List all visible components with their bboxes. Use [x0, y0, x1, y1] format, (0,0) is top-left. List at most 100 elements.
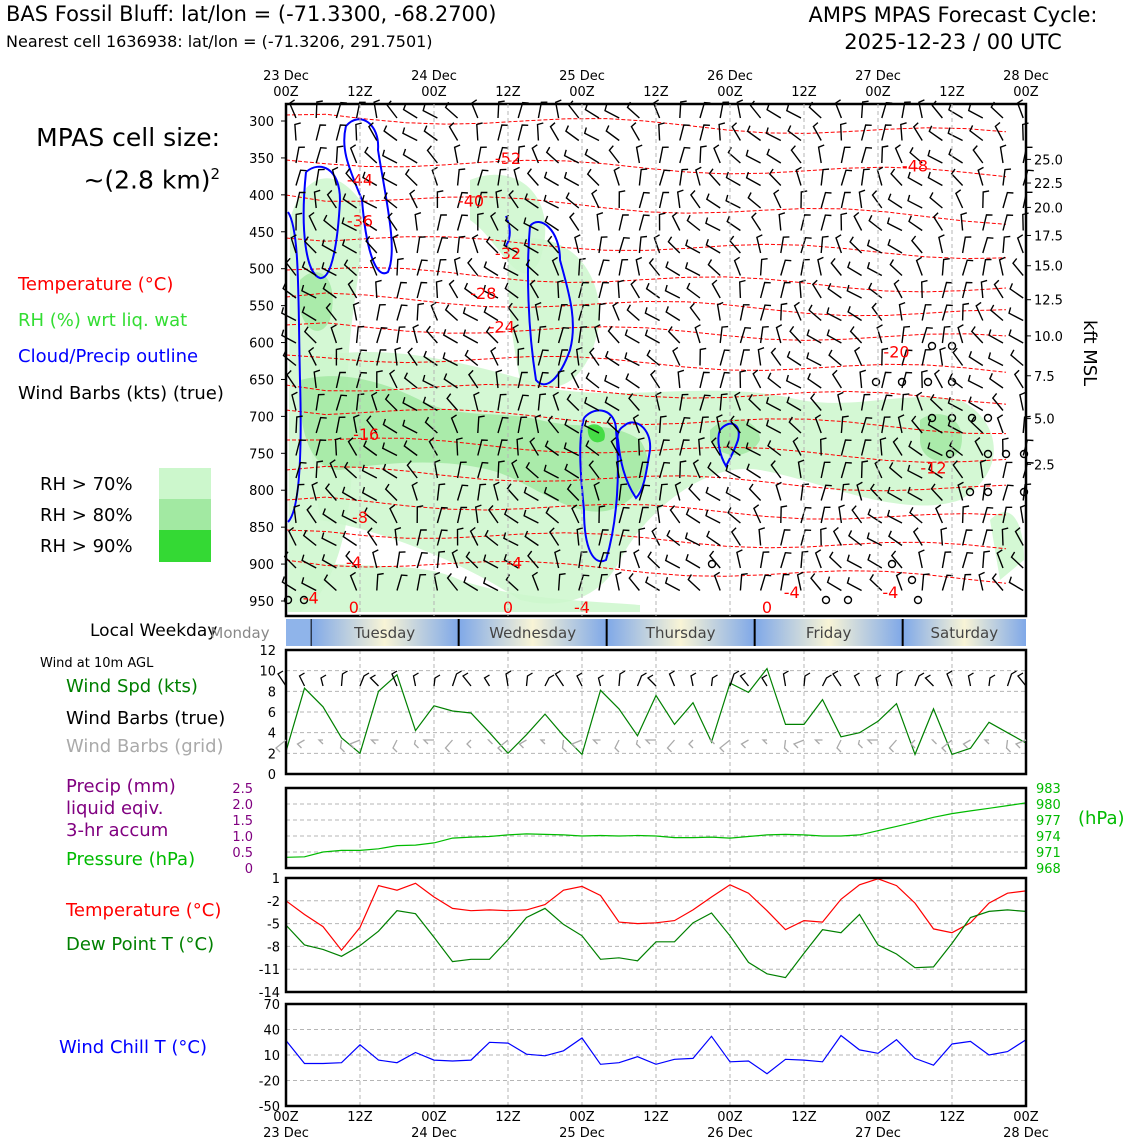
wind-barb: [598, 281, 609, 299]
wind-barb: [676, 189, 684, 209]
wind-barb: [961, 573, 972, 591]
wind-barb: [598, 259, 610, 276]
wind-barb: [534, 301, 542, 321]
wind-barb-true: [298, 672, 306, 687]
wind-barb: [941, 281, 953, 299]
wind-barb: [987, 352, 1004, 367]
wind-barb: [705, 193, 721, 209]
wind-barb: [330, 324, 338, 344]
wind-barb: [718, 122, 726, 141]
wind-barb-true: [875, 674, 882, 687]
wind-barb: [766, 148, 782, 164]
wind-barb: [436, 529, 448, 546]
wind-barb: [826, 307, 842, 322]
wind-barb: [442, 352, 458, 367]
wind-barb: [768, 168, 782, 186]
wind-barb: [584, 148, 600, 164]
wind-barb: [583, 419, 600, 434]
wind-barb-grid: [296, 739, 305, 749]
calm-wind-marker: [913, 595, 923, 605]
pressure-level-tick: 800: [249, 484, 274, 499]
wind-barb: [767, 440, 782, 457]
wind-barb: [549, 122, 560, 141]
wind-barb: [828, 551, 842, 569]
wind-barb: [564, 418, 580, 434]
wind-barb: [322, 282, 337, 299]
weekday-label: Thursday: [645, 624, 716, 642]
temperature-contour-label: -4: [346, 553, 362, 572]
wind-barbs-true-label: Wind Barbs (true): [66, 708, 226, 729]
wind-barb: [355, 393, 365, 411]
wind-barb-true: [597, 674, 604, 687]
wind-barb: [497, 100, 505, 119]
wind-barb: [860, 168, 870, 186]
wind-barb: [840, 169, 853, 186]
wind-barb: [403, 372, 418, 389]
wind-barb: [362, 215, 378, 232]
wind-barb: [396, 257, 404, 276]
wind-barb: [1010, 349, 1024, 367]
wind-barb-grid: [1005, 739, 1011, 753]
wind-barb: [436, 506, 448, 524]
top-minor-label: 12Z: [939, 85, 965, 100]
wind-barb: [473, 391, 480, 411]
wind-barb: [705, 238, 721, 254]
wind-barb: [488, 505, 499, 524]
wind-barb-grid: [614, 739, 620, 753]
dewpoint-label: Dew Point T (°C): [66, 934, 215, 955]
top-hour-label: 00Z: [1013, 85, 1039, 100]
wind-barb: [453, 256, 461, 276]
wind-barb-grid: [348, 739, 361, 749]
wind-barb: [361, 464, 378, 479]
wind-barb: [436, 259, 447, 276]
wind-barb: [293, 504, 301, 524]
wind-barb: [608, 145, 620, 164]
wind-barb-grid: [369, 739, 379, 745]
wind-barb: [907, 171, 923, 187]
wind-barb: [645, 576, 660, 592]
wind-barb: [949, 372, 964, 389]
temperature-contour: [285, 322, 1007, 341]
wind-barb: [381, 149, 398, 164]
forecast-cycle-value: 2025-12-23 / 00 UTC: [844, 30, 1062, 54]
wind-barb: [295, 212, 303, 231]
wind-barb: [644, 307, 660, 322]
wind-barb: [699, 347, 707, 366]
wind-barb: [536, 122, 544, 141]
wind-barb: [679, 168, 689, 186]
wind-barb: [493, 481, 500, 501]
wind-barb: [820, 506, 831, 524]
wind-barb: [469, 526, 479, 546]
wind-barb: [1002, 235, 1011, 254]
wind-barb: [881, 416, 891, 434]
cloud-outline: [302, 165, 342, 279]
wind-barb: [497, 124, 508, 141]
wind-barb: [470, 99, 479, 119]
wind-barb: [887, 486, 903, 502]
wind-barb: [897, 414, 905, 434]
wind-barb: [568, 100, 580, 119]
temperature-contour-label: -48: [902, 156, 928, 175]
wind-barb: [867, 553, 883, 569]
precip-tick-label: 0: [245, 862, 253, 877]
cloud-outline: [616, 421, 652, 500]
wind-barb: [834, 99, 843, 119]
wind-barb: [450, 414, 459, 434]
wind-barb: [759, 574, 772, 591]
wind-barb: [658, 483, 668, 501]
weekday-band: [458, 619, 607, 646]
wind-barb: [373, 99, 380, 119]
wind-barb: [442, 329, 458, 344]
wind-barb-grid: [836, 739, 842, 753]
pressure-level-tick: 350: [249, 152, 274, 167]
chart-title-right: AMPS MPAS Forecast Cycle: 2025-12-23 / 0…: [780, 2, 1126, 56]
wind-barb: [465, 551, 479, 569]
wind-barb: [909, 506, 923, 524]
wind-barb: [571, 504, 580, 524]
wind-barb: [787, 125, 802, 142]
wind-barb: [908, 440, 923, 457]
wind-barb: [416, 505, 424, 524]
wind-barb: [933, 369, 944, 389]
wind-barb: [477, 415, 485, 434]
wind-barb: [672, 346, 681, 366]
